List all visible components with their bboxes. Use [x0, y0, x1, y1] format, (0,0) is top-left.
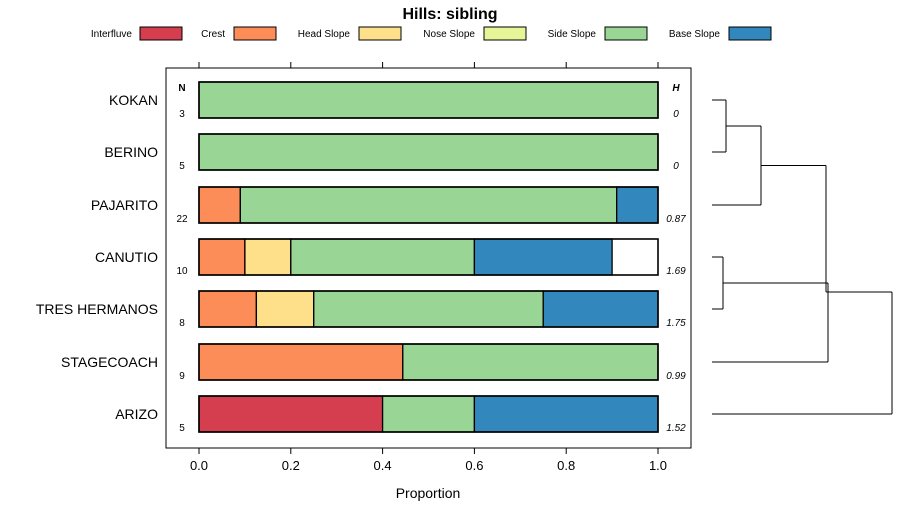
- bar-segment: [473, 238, 613, 276]
- h-value: 0: [673, 161, 679, 172]
- row-label: STAGECOACH: [61, 354, 158, 370]
- bar-outline: [198, 290, 659, 328]
- bar-outline: [198, 186, 659, 224]
- row-tres-hermanos: TRES HERMANOS 8 1.75: [36, 290, 686, 329]
- row-label: BERINO: [104, 144, 158, 160]
- row-label: KOKAN: [109, 92, 158, 108]
- row-kokan: KOKAN 3 0: [109, 81, 679, 120]
- bar-outline: [198, 395, 659, 433]
- bar-segment: [239, 186, 618, 224]
- h-value: 1.52: [666, 423, 686, 434]
- n-value: 10: [176, 266, 188, 277]
- legend-swatch: [358, 26, 402, 41]
- x-tick-label: 0.4: [374, 458, 392, 473]
- h-header: H: [672, 83, 680, 94]
- bar-segment: [244, 238, 292, 276]
- legend-item: Interfluve: [91, 26, 183, 41]
- dendrogram: [712, 99, 893, 415]
- row-arizo: ARIZO 5 1.52: [115, 395, 686, 434]
- bar-segment: [198, 133, 659, 171]
- legend-swatch: [139, 26, 183, 41]
- legend-swatch: [233, 26, 277, 41]
- plot-panel: [165, 67, 692, 449]
- bar-segment: [381, 395, 476, 433]
- n-value: 5: [179, 161, 185, 172]
- legend-label: Nose Slope: [423, 29, 475, 40]
- bar-rows: KOKAN 3 0 BERINO 5 0 PAJARITO 22 0.87 CANUTIO 10 1.…: [36, 81, 686, 434]
- legend-item: Side Slope: [548, 26, 648, 41]
- x-tick-label: 1.0: [649, 458, 667, 473]
- bar-segment: [616, 186, 659, 224]
- h-value: 1.69: [666, 266, 686, 277]
- bar-segment: [290, 238, 476, 276]
- legend-item: Nose Slope: [423, 26, 527, 41]
- bar-outline: [198, 343, 659, 381]
- legend-item: Base Slope: [669, 26, 772, 41]
- row-canutio: CANUTIO 10 1.69: [95, 238, 686, 277]
- legend-label: Head Slope: [298, 29, 351, 40]
- row-pajarito: PAJARITO 22 0.87: [91, 186, 686, 225]
- x-axis-title: Proportion: [396, 485, 461, 501]
- h-value: 0.99: [666, 371, 686, 382]
- legend-swatch: [728, 26, 772, 41]
- legend-label: Interfluve: [91, 29, 133, 40]
- n-value: 22: [176, 214, 188, 225]
- bar-outline: [198, 81, 659, 119]
- row-label: CANUTIO: [95, 249, 158, 265]
- legend-label: Base Slope: [669, 29, 721, 40]
- h-value: 0: [673, 109, 679, 120]
- bar-segment: [473, 395, 659, 433]
- legend-swatch: [483, 26, 527, 41]
- row-label: PAJARITO: [91, 197, 158, 213]
- legend-item: Head Slope: [298, 26, 402, 41]
- bar-segment: [402, 343, 659, 381]
- row-stagecoach: STAGECOACH 9 0.99: [61, 343, 686, 382]
- bar-segment: [198, 81, 659, 119]
- legend-item: Crest: [201, 26, 277, 41]
- x-tick-label: 0.6: [465, 458, 483, 473]
- legend-label: Crest: [201, 29, 225, 40]
- top-axis-ticks: [198, 62, 659, 68]
- bar-segment: [198, 238, 246, 276]
- bar-segment: [198, 290, 258, 328]
- n-value: 8: [179, 318, 185, 329]
- chart-title: Hills: sibling: [402, 6, 497, 23]
- bar-segment: [198, 395, 384, 433]
- row-label: ARIZO: [115, 406, 158, 422]
- bar-outline: [198, 238, 659, 276]
- h-value: 1.75: [666, 318, 686, 329]
- x-tick-label: 0.0: [190, 458, 208, 473]
- x-tick-label: 0.2: [282, 458, 300, 473]
- bottom-axis: 0.0 0.2 0.4 0.6 0.8 1.0: [190, 448, 667, 473]
- bar-segment: [198, 343, 404, 381]
- legend: Interfluve Crest Head Slope Nose Slope Side …: [91, 26, 772, 41]
- n-header: N: [178, 83, 185, 94]
- bar-segment: [313, 290, 544, 328]
- bar-segment: [542, 290, 659, 328]
- n-value: 9: [179, 371, 185, 382]
- legend-label: Side Slope: [548, 29, 597, 40]
- n-value: 5: [179, 423, 185, 434]
- x-tick-label: 0.8: [557, 458, 575, 473]
- h-value: 0.87: [666, 214, 686, 225]
- n-value: 3: [179, 109, 185, 120]
- bar-segment: [255, 290, 315, 328]
- row-berino: BERINO 5 0: [104, 133, 679, 172]
- legend-swatch: [604, 26, 648, 41]
- bar-segment: [198, 186, 241, 224]
- bar-outline: [198, 133, 659, 171]
- row-label: TRES HERMANOS: [36, 301, 158, 317]
